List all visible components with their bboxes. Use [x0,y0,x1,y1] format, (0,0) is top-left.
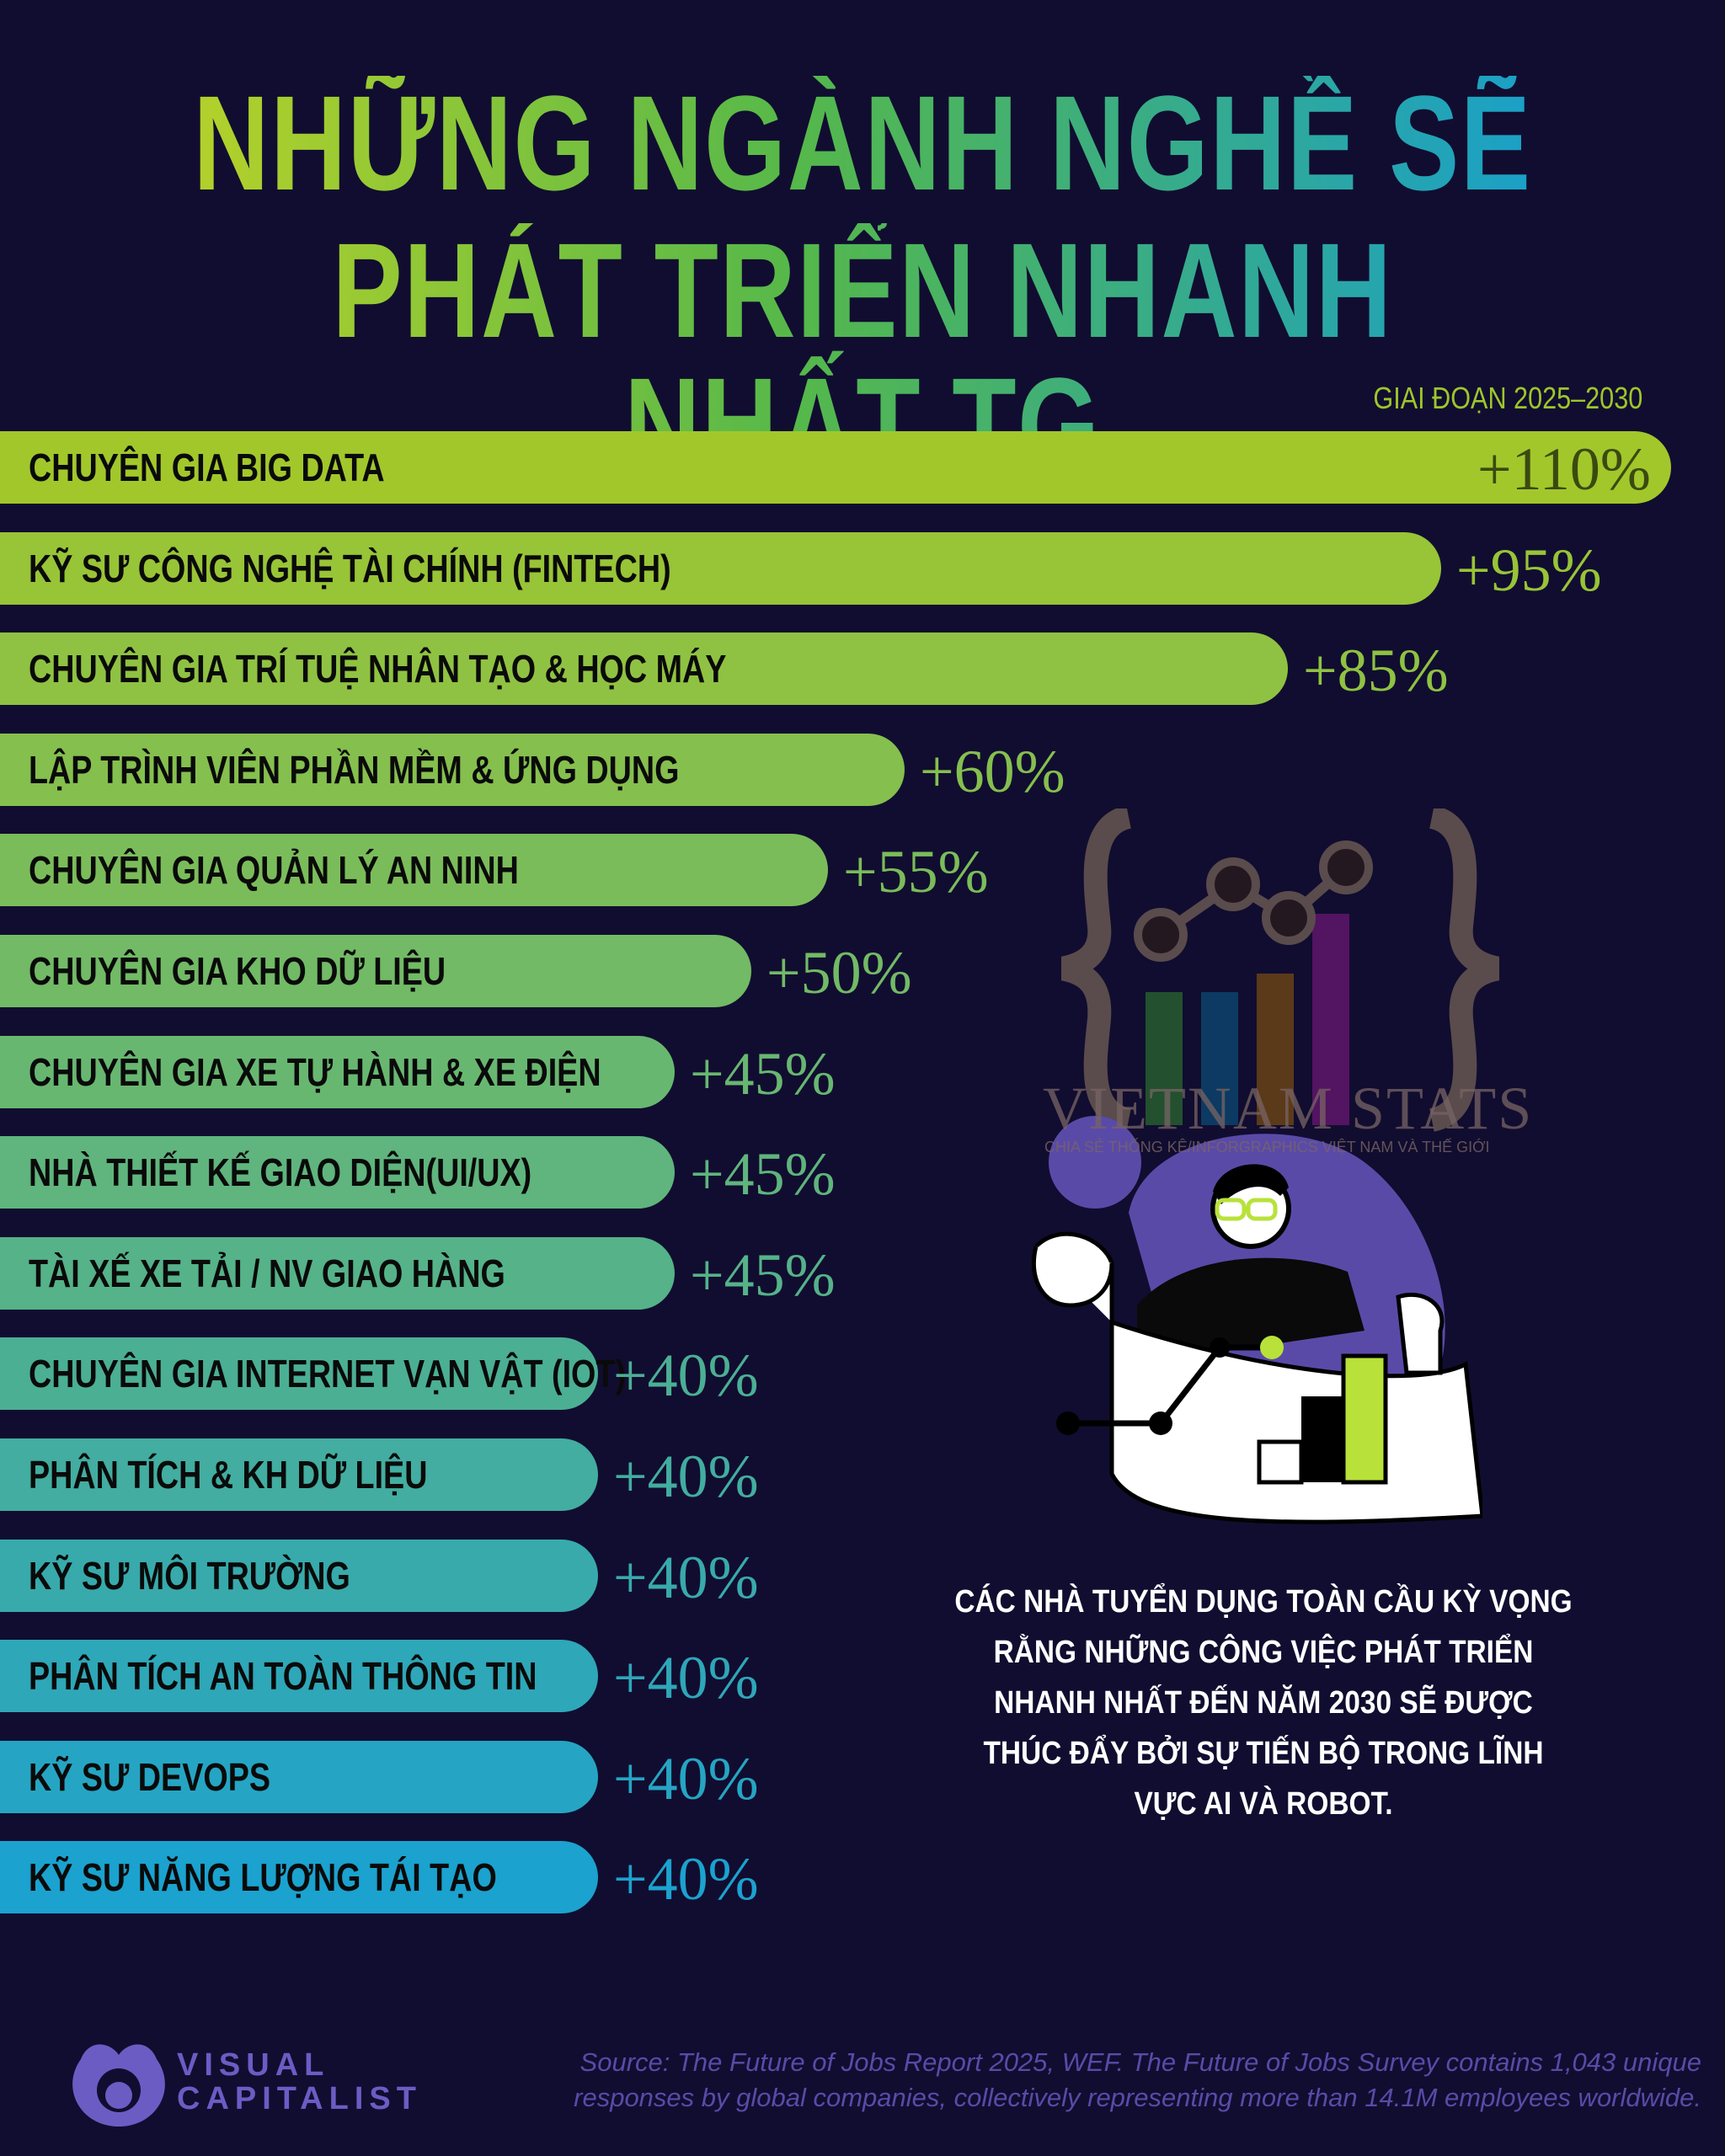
bar-value-label: +40% [613,1644,759,1712]
bar [0,1539,598,1612]
period-label: GIAI ĐOẠN 2025–2030 [1373,381,1642,415]
bar-value-label: +40% [613,1543,759,1611]
bar [0,1841,598,1914]
bar-value-label: +40% [613,1744,759,1812]
bar-value-label: +45% [690,1039,836,1107]
bar [0,431,1671,504]
bar [0,1640,598,1713]
bar-label: TÀI XẾ XE TẢI / NV GIAO HÀNG [29,1251,505,1295]
bar-value-label: +95% [1456,536,1602,604]
bar-label: CHUYÊN GIA KHO DỮ LIỆU [29,949,446,993]
bar-label: PHÂN TÍCH & KH DỮ LIỆU [29,1453,428,1497]
title-line-2: PHÁT TRIỂN NHANH NHẤT TG [190,223,1535,493]
bar-value-label: +45% [690,1241,836,1309]
bar [0,632,1288,706]
bar-value-label: +45% [690,1140,836,1209]
title-line-1: NHỮNG NGÀNH NGHỀ SẼ [190,76,1535,211]
brand-line-2: CAPITALIST [177,2081,422,2116]
bar-label: CHUYÊN GIA TRÍ TUỆ NHÂN TẠO & HỌC MÁY [29,647,727,691]
bar [0,834,828,907]
watermark-tagline: CHIA SẺ THỐNG KÊ/INFORGRAPHICS VIỆT NAM … [1044,1139,1490,1155]
bar-label: NHÀ THIẾT KẾ GIAO DIỆN(UI/UX) [29,1150,532,1195]
visual-capitalist-logo-icon [72,2044,165,2127]
bar-label: CHUYÊN GIA INTERNET VẠN VẬT (IOT) [29,1352,627,1396]
watermark-name: VIETNAM STATS [1043,1075,1534,1142]
bar-label: CHUYÊN GIA XE TỰ HÀNH & XE ĐIỆN [29,1049,601,1094]
brand-line-1: VISUAL [177,2047,330,2083]
description-text: CÁC NHÀ TUYỂN DỤNG TOÀN CẦU KỲ VỌNG RẰNG… [954,1584,1573,1822]
person-illustration [1031,1116,1482,1524]
bar-label: LẬP TRÌNH VIÊN PHẦN MỀM & ỨNG DỤNG [29,747,680,792]
bar-label: KỸ SƯ MÔI TRƯỜNG [29,1553,350,1598]
bar [0,1337,598,1411]
bar [0,1438,598,1511]
bar-label: PHÂN TÍCH AN TOÀN THÔNG TIN [29,1654,537,1699]
visual-capitalist-brand: VISUAL CAPITALIST [177,2048,422,2116]
bar-value-label: +40% [613,1443,759,1510]
source-note: Source: The Future of Jobs Report 2025, … [574,2047,1701,2112]
bar [0,531,1441,605]
vietnam-stats-logo [1061,808,1499,1132]
bar-label: CHUYÊN GIA BIG DATA [29,446,385,489]
bar-value-label: +110% [1477,435,1651,503]
bar-label: CHUYÊN GIA QUẢN LÝ AN NINH [29,848,519,893]
bar-label: KỸ SƯ DEVOPS [29,1754,271,1799]
bar [0,733,905,806]
bar [0,1236,675,1310]
bar [0,1035,675,1108]
bar [0,1136,675,1209]
bar-label: KỸ SƯ NĂNG LƯỢNG TÁI TẠO [29,1855,497,1900]
bar-value-label: +40% [613,1845,759,1913]
bar-value-label: +85% [1303,637,1449,705]
bar-value-label: +55% [843,838,989,906]
bar-label: KỸ SƯ CÔNG NGHỆ TÀI CHÍNH (FINTECH) [29,546,671,590]
bar [0,1740,598,1813]
bar [0,935,751,1007]
bar-value-label: +60% [920,737,1065,805]
bar-value-label: +40% [613,1342,759,1410]
bar-value-label: +50% [766,939,912,1006]
